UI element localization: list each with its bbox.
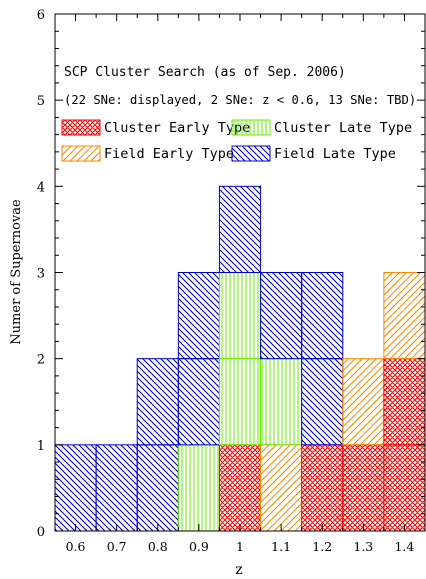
legend-label-cluster-late-type: Cluster Late Type: [274, 120, 412, 136]
bar-field-late-type-1.2: [301, 272, 344, 360]
x-axis-label: z: [235, 562, 242, 578]
chart-title: SCP Cluster Search (as of Sep. 2006): [64, 65, 346, 80]
bar-cluster-early-type-1: [218, 444, 262, 532]
legend: Cluster Early Type Cluster Late Type Field…: [61, 119, 412, 162]
bar-field-late-type-1.1: [260, 272, 303, 360]
bar-cluster-late-type-0.9: [177, 444, 220, 532]
y-axis-label: Numer of Supernovae: [9, 199, 24, 345]
chart-subtitle: (22 SNe: displayed, 2 SNe: z < 0.6, 13 S…: [64, 93, 416, 107]
bar-field-late-type-1: [218, 185, 262, 273]
legend-label-field-late-type: Field Late Type: [274, 146, 396, 162]
x-tick-label: 1.3: [353, 539, 373, 554]
bar-field-late-type-0.7: [95, 444, 138, 532]
y-tick-label: 5: [37, 94, 45, 109]
bar-cluster-early-type-1.4: [383, 358, 426, 446]
bars-layer: [54, 185, 426, 532]
bar-field-late-type-0.8: [136, 358, 179, 446]
legend-swatch-cluster-late-type: [231, 119, 271, 136]
x-tick-label: 0.9: [189, 539, 209, 554]
bar-field-late-type-0.6: [54, 444, 97, 532]
y-tick-label: 3: [37, 267, 45, 282]
bar-field-late-type-0.8: [136, 444, 179, 532]
y-tick-label: 2: [37, 353, 45, 368]
legend-label-cluster-early-type: Cluster Early Type: [104, 120, 250, 136]
legend-swatch-cluster-early-type: [61, 119, 101, 136]
bar-cluster-late-type-1: [218, 358, 262, 446]
legend-swatch-field-early-type: [61, 145, 101, 162]
bar-field-early-type-1.3: [342, 358, 385, 446]
y-tick-label: 0: [37, 525, 45, 540]
bar-field-early-type-1.4: [383, 272, 426, 360]
bar-field-late-type-0.9: [177, 358, 220, 446]
bar-cluster-late-type-1.1: [260, 358, 303, 446]
x-tick-label: 1.4: [394, 539, 414, 554]
x-tick-label: 0.8: [148, 539, 168, 554]
bar-cluster-early-type-1.4: [383, 444, 426, 532]
bar-cluster-late-type-1: [218, 272, 262, 360]
x-tick-label: 1: [236, 539, 244, 554]
x-tick-label: 1.1: [271, 539, 291, 554]
bar-field-late-type-0.9: [177, 272, 220, 360]
legend-label-field-early-type: Field Early Type: [104, 146, 234, 162]
y-tick-label: 6: [37, 8, 45, 23]
bar-field-early-type-1.1: [260, 444, 303, 532]
bar-field-late-type-1.2: [301, 358, 344, 446]
bar-cluster-early-type-1.3: [342, 444, 385, 532]
y-tick-label: 4: [37, 180, 45, 195]
legend-swatch-field-late-type: [231, 145, 271, 162]
y-tick-label: 1: [37, 439, 45, 454]
x-tick-label: 0.6: [66, 539, 86, 554]
x-tick-label: 1.2: [312, 539, 332, 554]
bar-cluster-early-type-1.2: [301, 444, 344, 532]
axis-ticks: 0.6 0.7 0.8 0.9 1 1.1 1.2 1.3 1.4 0 1 2 3 4 5 6: [37, 8, 426, 554]
x-tick-label: 0.7: [107, 539, 127, 554]
